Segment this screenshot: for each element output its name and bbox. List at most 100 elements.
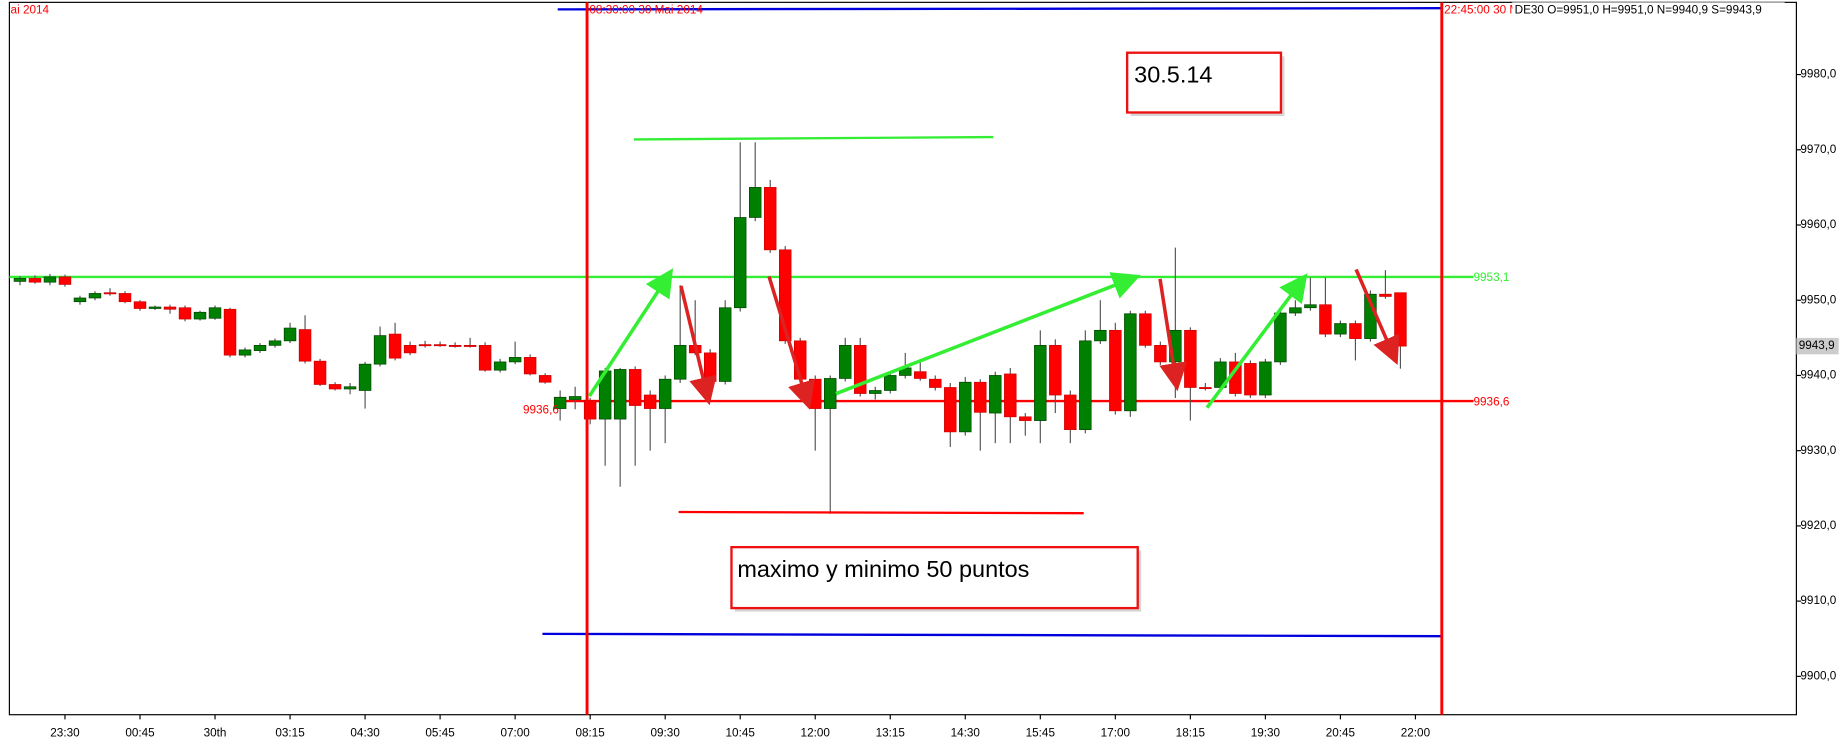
candle-body	[673, 345, 687, 380]
candle-body	[1334, 323, 1347, 335]
candle-body	[1004, 373, 1017, 418]
x-tick-label: 14:30	[951, 727, 981, 740]
candle-body	[178, 307, 192, 320]
ohlc-info: DE30 O=9951,0 H=9951,0 N=9940,9 S=9943,9	[1515, 4, 1762, 17]
candle-body	[73, 297, 87, 303]
blue-line	[557, 7, 1442, 11]
candle-body	[748, 187, 762, 218]
candle-body	[133, 301, 147, 309]
candle-body	[103, 292, 117, 295]
y-tick-label: 9960,0	[1800, 218, 1836, 231]
candle-body	[493, 361, 507, 371]
x-tick-label: 07:00	[500, 727, 530, 740]
candle-body	[1289, 307, 1302, 314]
x-tick-label: 18:15	[1176, 727, 1206, 740]
candle-body	[718, 307, 732, 382]
candle-body	[418, 344, 432, 347]
candle-body	[238, 349, 252, 356]
y-tick-label: 9950,0	[1800, 293, 1836, 306]
range-note: maximo y minimo 50 puntos	[737, 556, 1029, 582]
candle-body	[703, 352, 717, 382]
candle-body	[313, 360, 327, 385]
last-price-box	[1796, 337, 1839, 355]
candle-body	[1394, 292, 1407, 347]
last-price-label: 9943,9	[1799, 339, 1835, 352]
candle-body	[373, 335, 387, 365]
x-tick-label: 09:30	[650, 727, 680, 740]
level-label: 9953,1	[1474, 271, 1510, 284]
candle-body	[283, 327, 297, 342]
x-tick-label: 30th	[204, 727, 227, 740]
candle-body	[1379, 293, 1392, 297]
x-tick-label: 13:15	[876, 727, 906, 740]
candle-body	[643, 394, 657, 409]
candle-body	[778, 249, 792, 342]
candle-body	[809, 378, 822, 409]
x-tick-label: 15:45	[1026, 727, 1056, 740]
candle-body	[223, 308, 237, 356]
candle-body	[118, 293, 132, 303]
y-tick-label: 9980,0	[1800, 68, 1836, 81]
x-tick-label: 04:30	[350, 727, 380, 740]
x-tick-label: 19:30	[1251, 727, 1281, 740]
x-tick-label: 10:45	[726, 727, 756, 740]
candle-body	[929, 378, 942, 388]
candle-body	[88, 293, 102, 299]
note-box	[730, 545, 1139, 610]
candle-body	[523, 357, 537, 375]
x-tick-label: 12:00	[801, 727, 831, 740]
candle-body	[959, 381, 972, 433]
level-label: 9936,6	[1474, 395, 1510, 408]
x-tick-label: 20:45	[1326, 727, 1356, 740]
candle-body	[388, 333, 402, 359]
candle-body	[1034, 345, 1047, 421]
candle-body	[463, 345, 477, 347]
candle-body	[358, 363, 372, 391]
candle-body	[1139, 313, 1152, 346]
x-tick-label: 08:15	[575, 727, 605, 740]
candle-body	[824, 378, 837, 409]
candle-body	[1259, 361, 1272, 396]
candle-body	[613, 369, 627, 420]
max-line	[634, 135, 994, 141]
candle-body	[1109, 329, 1122, 412]
y-tick-label: 9970,0	[1800, 143, 1836, 156]
candle-body	[208, 307, 222, 319]
candle-body	[1064, 394, 1077, 430]
candle-body	[28, 278, 42, 283]
candle-body	[328, 384, 342, 390]
candle-body	[1274, 312, 1287, 363]
candle-body	[13, 278, 27, 282]
candle-body	[974, 381, 987, 413]
candle-body	[433, 344, 447, 347]
candle-body	[163, 306, 177, 310]
candle-body	[733, 217, 747, 309]
candle-body	[1304, 304, 1317, 309]
min-line	[678, 510, 1084, 515]
candle-body	[43, 276, 57, 283]
marks	[9, 73, 1802, 720]
candle-body	[763, 187, 777, 251]
candle-body	[854, 345, 867, 394]
candle-body	[914, 371, 927, 379]
candle-body	[1124, 313, 1137, 412]
y-tick-label: 9910,0	[1800, 594, 1836, 607]
candle-body	[1094, 329, 1107, 342]
candle-body	[839, 345, 852, 379]
candle-body	[448, 345, 462, 347]
candle-body	[268, 340, 282, 346]
blue-line	[542, 632, 1442, 638]
candle-body	[944, 387, 957, 433]
candle-body	[1319, 304, 1332, 335]
candle-body	[478, 345, 492, 371]
candle-body	[568, 396, 582, 400]
candle-body	[1244, 363, 1257, 396]
candle-body	[658, 378, 672, 409]
x-tick-label: 05:45	[425, 727, 455, 740]
candle-body	[403, 345, 417, 354]
y-tick-label: 9930,0	[1800, 444, 1836, 457]
x-tick-label: 00:45	[125, 727, 155, 740]
candle-body	[343, 386, 357, 390]
